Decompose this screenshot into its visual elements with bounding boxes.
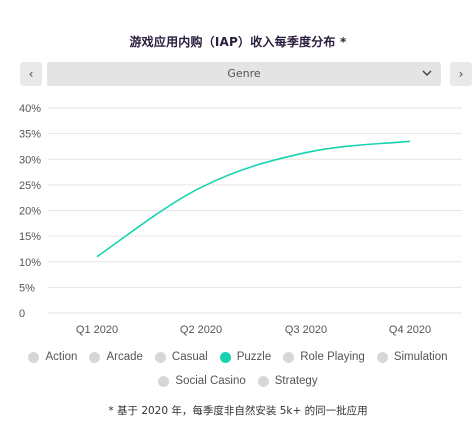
legend-label: Role Playing <box>300 351 365 363</box>
y-tick-label: 40% <box>19 103 41 115</box>
legend-dot-icon <box>219 351 231 363</box>
legend-item-role-playing[interactable]: Role Playing <box>283 351 365 363</box>
legend-item-puzzle[interactable]: Puzzle <box>219 351 272 363</box>
legend-item-simulation[interactable]: Simulation <box>376 351 448 363</box>
y-tick-label: 15% <box>19 231 41 243</box>
y-tick-label: 20% <box>19 206 41 218</box>
dropdown-value: Genre <box>227 67 261 80</box>
legend-dot-icon <box>257 375 269 387</box>
legend-row-1: Action Arcade Casual Puzzle Role Playing Simu… <box>0 351 476 363</box>
legend-dot-icon <box>376 351 388 363</box>
chart-title: 游戏应用内购（IAP）收入每季度分布 * <box>129 35 347 49</box>
legend-item-casual[interactable]: Casual <box>154 351 208 363</box>
legend-item-social-casino[interactable]: Social Casino <box>158 375 246 387</box>
legend-dot-icon <box>154 351 166 363</box>
legend-dot-icon <box>158 375 170 387</box>
legend-dot-icon <box>28 351 40 363</box>
x-tick-label: Q4 2020 <box>389 324 431 336</box>
legend-dot-icon <box>283 351 295 363</box>
line-chart: 40% 35% 30% 25% 20% 15% 10% 5% 0 Q1 2020 Q2 2020 Q3… <box>19 103 462 336</box>
chevron-right-icon: › <box>458 67 464 81</box>
x-tick-label: Q2 2020 <box>180 324 222 336</box>
previous-button[interactable]: ‹ <box>20 62 42 86</box>
legend-row-2: Social Casino Strategy <box>0 375 476 387</box>
legend-label: Arcade <box>106 351 143 363</box>
y-tick-label: 5% <box>19 282 35 294</box>
legend-item-arcade[interactable]: Arcade <box>89 351 143 363</box>
x-tick-label: Q1 2020 <box>76 324 118 336</box>
y-tick-label: 10% <box>19 257 41 269</box>
next-button[interactable]: › <box>450 62 472 86</box>
y-tick-label: 30% <box>19 154 41 166</box>
legend-label: Puzzle <box>236 351 272 363</box>
y-tick-label: 35% <box>19 129 41 141</box>
legend-item-strategy[interactable]: Strategy <box>257 375 318 387</box>
legend-label: Action <box>45 351 78 363</box>
series-line-puzzle <box>96 140 411 258</box>
chevron-left-icon: ‹ <box>28 67 34 81</box>
x-tick-label: Q3 2020 <box>285 324 327 336</box>
genre-dropdown[interactable]: Genre <box>47 62 441 86</box>
legend-label: Strategy <box>274 375 318 387</box>
legend-dot-icon <box>89 351 101 363</box>
chevron-down-icon <box>422 70 432 77</box>
y-tick-label: 0 <box>19 308 25 320</box>
legend-item-action[interactable]: Action <box>28 351 77 363</box>
legend-label: Social Casino <box>175 375 246 387</box>
legend-label: Casual <box>171 351 208 363</box>
legend-label: Simulation <box>393 351 448 363</box>
footnote: * 基于 2020 年，每季度非自然安装 5k+ 的同一批应用 <box>108 405 368 417</box>
y-tick-label: 25% <box>19 180 41 192</box>
